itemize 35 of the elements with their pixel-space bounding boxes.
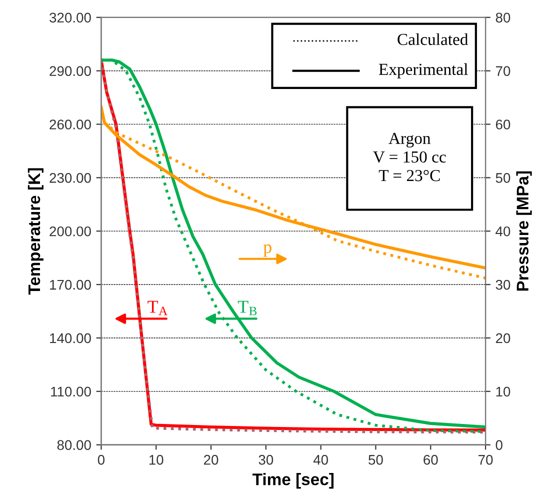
y-tick-label: 260.00: [50, 120, 91, 130]
y2-tick-label: 20: [496, 333, 510, 344]
annotation: Calculated: [398, 33, 468, 46]
y2-tick-label: 0: [496, 440, 502, 450]
x-tick-label: 10: [149, 454, 164, 465]
x-tick-label: 20: [204, 454, 218, 465]
y2-tick-label: 80: [496, 12, 510, 23]
annotation: Experimental: [378, 63, 468, 78]
y-tick-label: 290.00: [50, 66, 91, 76]
y2-tick-label: 70: [496, 66, 510, 76]
x-tick-label: 0: [98, 454, 105, 465]
y-tick-label: 110.00: [51, 386, 91, 397]
annotation: Argon V = 150 cc T = 23°C: [373, 132, 446, 182]
y2-tick-label: 30: [496, 280, 510, 290]
legend-label: T$_{B}$: [238, 300, 257, 316]
y-tick-label: 320.00: [50, 12, 91, 23]
y2-tick-label: 40: [496, 226, 510, 236]
y2-tick-label: 10: [496, 386, 510, 397]
series-label: p: [263, 244, 272, 257]
y2-axis-title: Pressure [MPa]: [516, 171, 532, 291]
legend-label: T$_{A}$: [148, 300, 168, 316]
y-tick-label: 200.00: [50, 226, 91, 236]
y-tick-label: 140.00: [50, 333, 91, 344]
y2-tick-label: 50: [496, 173, 510, 183]
y-tick-label: 230.00: [50, 173, 91, 183]
x-tick-label: 70: [478, 454, 493, 465]
x-axis-title: Time [sec]: [252, 473, 334, 489]
x-tick-label: 60: [424, 454, 438, 465]
x-tick-label: 40: [313, 454, 328, 465]
y-tick-label: 170.00: [50, 280, 91, 290]
x-tick-label: 50: [368, 454, 383, 465]
y-axis-title: Temperature [K]: [28, 168, 44, 295]
x-tick-label: 30: [258, 454, 274, 465]
y2-tick-label: 60: [496, 120, 510, 130]
y-tick-label: 80.00: [57, 440, 91, 450]
